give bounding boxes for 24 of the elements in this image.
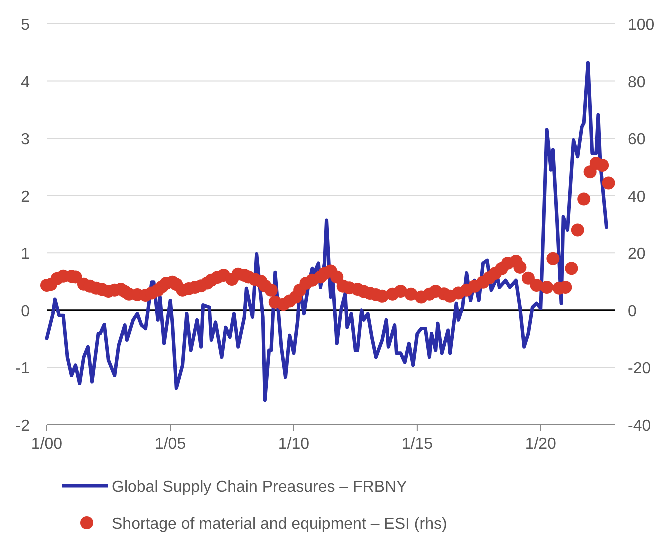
y2-tick-label: 40	[628, 188, 646, 206]
y-tick-label: 4	[21, 74, 30, 92]
y2-tick-label: 80	[628, 74, 646, 92]
y-tick-label: 3	[21, 132, 30, 149]
y2-tick-label: -40	[628, 418, 652, 435]
y2-tick-label: -20	[628, 360, 652, 378]
y-tick-label: 0	[21, 303, 30, 320]
y-tick-label: 2	[21, 188, 30, 206]
y-tick-label: -1	[16, 360, 30, 378]
x-tick-label: 1/10	[278, 436, 310, 453]
y2-tick-label: 100	[628, 17, 655, 34]
y2-tick-label: 0	[628, 303, 637, 320]
line-series	[45, 61, 608, 402]
legend-label: Global Supply Chain Preasures – FRBNY	[112, 479, 408, 496]
x-tick-label: 1/15	[402, 436, 434, 453]
x-tick-label: 1/05	[154, 436, 186, 453]
y2-tick-label: 20	[628, 246, 646, 264]
y-tick-label: -2	[16, 418, 30, 435]
y2-tick-label: 60	[628, 132, 646, 149]
legend-label: Shortage of material and equipment – ESI (rhs)	[112, 516, 448, 533]
x-tick-label: 1/00	[31, 436, 63, 453]
y-tick-label: 1	[21, 246, 30, 264]
x-tick-label: 1/20	[525, 436, 557, 453]
y-tick-label: 5	[21, 17, 30, 34]
